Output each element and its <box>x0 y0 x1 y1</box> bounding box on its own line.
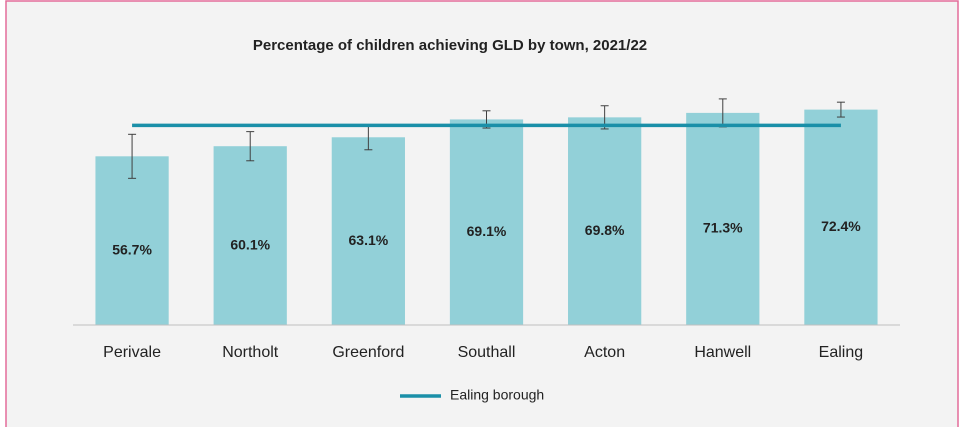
data-label: 69.1% <box>467 223 507 239</box>
bar <box>95 156 169 325</box>
x-tick-label: Greenford <box>332 344 404 361</box>
chart-title: Percentage of children achieving GLD by … <box>253 37 647 54</box>
data-label: 72.4% <box>821 218 861 234</box>
x-tick-label: Hanwell <box>694 344 751 361</box>
bar <box>568 117 642 325</box>
bar <box>686 112 760 325</box>
bar <box>331 137 405 325</box>
x-tick-label: Southall <box>458 344 516 361</box>
data-label: 69.8% <box>585 222 625 238</box>
data-label: 56.7% <box>112 241 152 257</box>
x-tick-label: Acton <box>584 344 625 361</box>
data-label: 71.3% <box>703 220 743 236</box>
bar <box>449 119 524 326</box>
data-label: 60.1% <box>230 236 270 252</box>
bar <box>804 109 878 325</box>
x-tick-label: Northolt <box>222 344 279 361</box>
legend-label: Ealing borough <box>450 387 544 403</box>
bar <box>213 146 287 325</box>
x-tick-label: Ealing <box>819 344 863 361</box>
data-label: 63.1% <box>349 232 389 248</box>
x-tick-label: Perivale <box>103 344 161 361</box>
